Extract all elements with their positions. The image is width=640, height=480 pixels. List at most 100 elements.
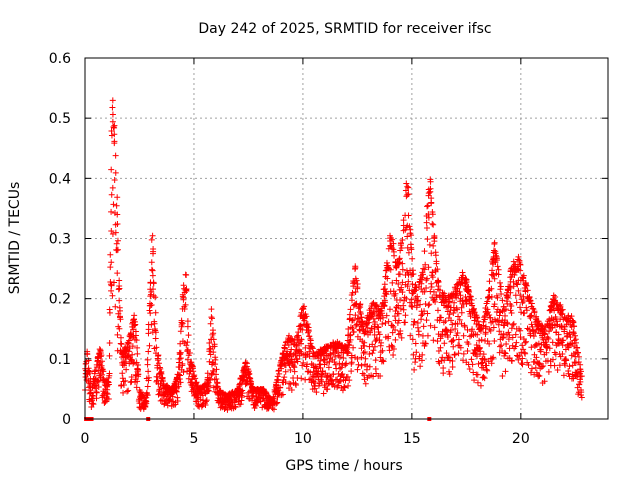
data-point bbox=[456, 316, 463, 323]
data-point bbox=[112, 303, 119, 310]
data-point bbox=[424, 236, 431, 243]
data-point bbox=[390, 323, 397, 330]
data-point bbox=[570, 330, 577, 337]
data-point bbox=[543, 349, 550, 356]
data-point bbox=[523, 307, 530, 314]
data-point bbox=[399, 266, 406, 273]
data-point bbox=[510, 320, 517, 327]
data-point bbox=[104, 378, 111, 385]
data-point bbox=[396, 256, 403, 263]
data-point bbox=[532, 329, 539, 336]
data-point bbox=[509, 321, 516, 328]
data-point bbox=[400, 217, 407, 224]
data-point bbox=[354, 366, 361, 373]
data-point bbox=[327, 350, 334, 357]
data-point bbox=[242, 359, 249, 366]
data-point bbox=[402, 312, 409, 319]
data-point bbox=[129, 351, 136, 358]
data-point bbox=[370, 315, 377, 322]
data-point bbox=[119, 370, 126, 377]
data-point bbox=[382, 267, 389, 274]
data-point bbox=[481, 375, 488, 382]
data-point bbox=[420, 323, 427, 330]
data-point bbox=[204, 370, 211, 377]
data-point bbox=[409, 281, 416, 288]
data-point bbox=[512, 331, 519, 338]
data-point bbox=[282, 368, 289, 375]
data-point bbox=[108, 166, 115, 173]
data-point bbox=[189, 362, 196, 369]
data-point bbox=[372, 357, 379, 364]
data-point bbox=[505, 329, 512, 336]
data-point bbox=[484, 367, 491, 374]
data-point bbox=[274, 394, 281, 401]
data-point bbox=[441, 357, 448, 364]
data-point bbox=[453, 293, 460, 300]
data-point bbox=[546, 345, 553, 352]
data-point bbox=[383, 291, 390, 298]
data-point bbox=[489, 272, 496, 279]
data-point bbox=[423, 224, 430, 231]
data-point bbox=[425, 264, 432, 271]
data-point bbox=[410, 351, 417, 358]
data-point bbox=[431, 235, 438, 242]
data-point bbox=[512, 343, 519, 350]
data-point bbox=[467, 293, 474, 300]
data-point bbox=[111, 279, 118, 286]
data-point bbox=[505, 293, 512, 300]
data-point bbox=[116, 325, 123, 332]
data-point bbox=[523, 282, 530, 289]
data-point bbox=[488, 285, 495, 292]
data-point bbox=[513, 339, 520, 346]
data-point bbox=[279, 391, 286, 398]
data-point bbox=[536, 372, 543, 379]
data-point bbox=[209, 315, 216, 322]
data-point bbox=[470, 305, 477, 312]
data-point bbox=[142, 399, 149, 406]
data-point bbox=[309, 344, 316, 351]
data-point bbox=[461, 323, 468, 330]
data-point bbox=[346, 332, 353, 339]
data-point bbox=[179, 293, 186, 300]
data-point bbox=[179, 320, 186, 327]
data-point bbox=[207, 382, 214, 389]
data-point bbox=[560, 372, 567, 379]
data-point bbox=[184, 339, 191, 346]
data-point bbox=[413, 284, 420, 291]
data-point bbox=[559, 306, 566, 313]
data-point bbox=[524, 325, 531, 332]
data-point bbox=[569, 362, 576, 369]
data-point bbox=[455, 350, 462, 357]
data-point bbox=[247, 377, 254, 384]
data-point bbox=[183, 342, 190, 349]
data-point bbox=[324, 386, 331, 393]
data-point bbox=[474, 371, 481, 378]
data-point bbox=[489, 355, 496, 362]
data-point bbox=[506, 332, 513, 339]
data-point bbox=[114, 194, 121, 201]
data-point bbox=[468, 356, 475, 363]
data-point bbox=[426, 301, 433, 308]
data-point bbox=[460, 332, 467, 339]
data-point bbox=[490, 271, 497, 278]
data-point bbox=[109, 97, 116, 104]
data-point bbox=[516, 257, 523, 264]
data-point bbox=[447, 327, 454, 334]
data-point bbox=[398, 244, 405, 251]
data-point bbox=[541, 378, 548, 385]
data-point bbox=[566, 363, 573, 370]
data-point bbox=[179, 362, 186, 369]
data-point bbox=[113, 202, 120, 209]
data-point bbox=[536, 360, 543, 367]
data-point bbox=[86, 370, 93, 377]
data-point bbox=[535, 318, 542, 325]
data-point bbox=[172, 387, 179, 394]
data-point bbox=[395, 310, 402, 317]
data-point bbox=[114, 211, 121, 218]
data-point bbox=[457, 344, 464, 351]
data-point bbox=[297, 322, 304, 329]
data-point bbox=[108, 287, 115, 294]
data-point bbox=[362, 328, 369, 335]
data-point bbox=[313, 365, 320, 372]
data-point bbox=[342, 345, 349, 352]
